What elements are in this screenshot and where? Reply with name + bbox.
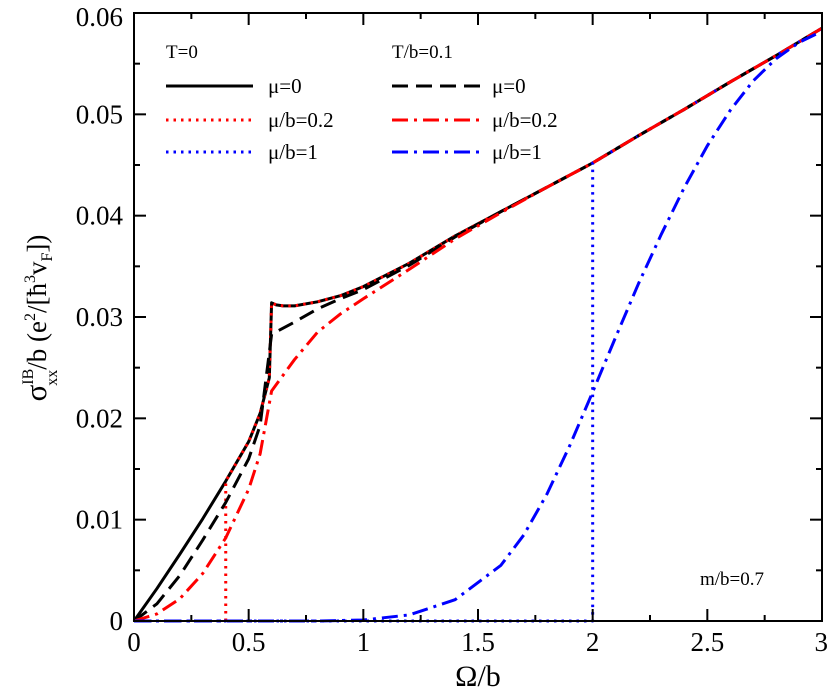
y-tick-label: 0.02 <box>76 403 123 433</box>
legend-label-t01-mu0: μ=0 <box>492 74 526 98</box>
x-tick-label: 2 <box>586 627 600 657</box>
y-tick-label: 0.06 <box>76 2 123 32</box>
mass-annotation: m/b=0.7 <box>700 569 764 590</box>
y-title-rest1: /b (e <box>22 321 52 370</box>
legend: T=0 T/b=0.1 μ=0 μ/b=0.2 μ/b=1 μ=0 μ/b=0.… <box>166 42 558 164</box>
y-axis-title: σIB xx/b (e2/[ħ3vF]) <box>18 235 61 402</box>
y-title-rest2: /[ħ <box>22 282 52 312</box>
y-title-sup3: 3 <box>22 275 39 283</box>
y-title-sup2: 2 <box>22 313 39 321</box>
series-layer <box>132 26 823 623</box>
legend-label-t0-mu02: μ/b=0.2 <box>268 108 334 132</box>
y-tick-label: 0.01 <box>76 505 123 535</box>
series-line-5 <box>134 29 823 623</box>
legend-label-t0-mu1: μ/b=1 <box>268 140 318 164</box>
y-tick-label: 0.05 <box>76 99 123 129</box>
plot-frame <box>133 12 823 622</box>
x-tick-label: 1.5 <box>461 627 495 657</box>
series-line-4 <box>133 26 823 623</box>
legend-group-t01: T/b=0.1 <box>392 42 453 63</box>
y-tick-label: 0.04 <box>76 201 124 231</box>
tick-labels: 0 0.5 1 1.5 2 2.5 3 0 0.01 0.02 0.03 0.04 0.05 0.06 <box>76 2 828 657</box>
x-tick-label: 0 <box>127 627 141 657</box>
legend-label-t01-mu02: μ/b=0.2 <box>492 108 558 132</box>
x-tick-label: 1 <box>357 627 371 657</box>
y-title-rest4: ]) <box>22 235 52 253</box>
y-title-base: σ <box>18 384 53 401</box>
y-title-rest3: v <box>22 261 52 275</box>
y-title-sub: xx <box>44 370 61 386</box>
x-tick-label: 0.5 <box>232 627 266 657</box>
legend-label-t01-mu1: μ/b=1 <box>492 140 542 164</box>
series-line-2 <box>134 26 823 623</box>
legend-group-t0: T=0 <box>166 42 198 63</box>
y-title-sub3: F <box>39 252 56 261</box>
x-tick-label: 2.5 <box>690 627 724 657</box>
y-tick-label: 0.03 <box>76 302 123 332</box>
y-tick-label: 0 <box>110 606 124 636</box>
x-tick-label: 3 <box>815 627 829 657</box>
y-title-sup: IB <box>20 369 37 385</box>
x-axis-title: Ω/b <box>455 660 501 691</box>
legend-label-t0-mu0: μ=0 <box>268 74 302 98</box>
ticks-layer <box>133 12 823 622</box>
series-line-3 <box>133 26 823 623</box>
series-line-0 <box>132 26 823 622</box>
